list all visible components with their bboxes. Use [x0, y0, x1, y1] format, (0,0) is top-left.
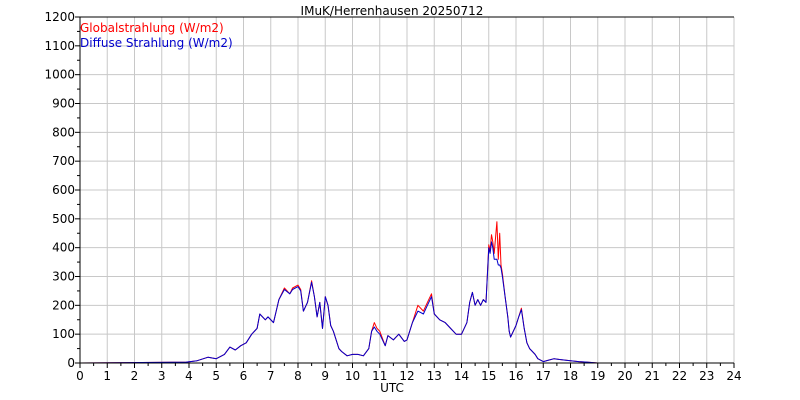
x-tick-label: 14 [454, 369, 469, 383]
x-tick-label: 0 [76, 369, 84, 383]
y-tick-label: 1200 [44, 10, 75, 24]
x-tick-label: 21 [645, 369, 660, 383]
y-tick-label: 100 [52, 327, 75, 341]
grid [80, 16, 735, 363]
x-tick-label: 19 [590, 369, 605, 383]
x-tick-label: 6 [240, 369, 248, 383]
x-tick-label: 5 [212, 369, 220, 383]
x-tick-label: 2 [131, 369, 139, 383]
x-tick-label: 1 [103, 369, 111, 383]
x-tick-label: 4 [185, 369, 193, 383]
x-tick-label: 24 [726, 369, 741, 383]
chart-title: IMuK/Herrenhausen 20250712 [301, 4, 484, 18]
legend-entry-diffuse: Diffuse Strahlung (W/m2) [80, 36, 233, 50]
x-tick-label: 10 [345, 369, 360, 383]
x-tick-label: 8 [294, 369, 302, 383]
x-tick-label: 20 [617, 369, 632, 383]
y-tick-label: 700 [52, 154, 75, 168]
x-tick-label: 23 [699, 369, 714, 383]
x-tick-label: 17 [536, 369, 551, 383]
series-line-0 [79, 221, 734, 364]
x-tick-label: 9 [321, 369, 329, 383]
y-tick-label: 600 [52, 183, 75, 197]
y-tick-label: 0 [67, 356, 75, 370]
x-tick-label: 15 [481, 369, 496, 383]
y-tick-label: 1100 [44, 39, 75, 53]
y-tick-labels: 0 100 200 300 400 500 600 700 800 900 1000 1100 1200 [44, 10, 75, 370]
series-line-1 [79, 241, 734, 364]
axes [75, 16, 735, 368]
y-tick-label: 1000 [44, 68, 75, 82]
legend-entry-global: Globalstrahlung (W/m2) [80, 21, 224, 35]
y-tick-label: 500 [52, 212, 75, 226]
x-tick-label: 22 [672, 369, 687, 383]
y-tick-label: 800 [52, 125, 75, 139]
x-tick-label: 12 [399, 369, 414, 383]
x-tick-labels: 0 1 2 3 4 5 6 7 8 9 10 11 12 13 14 15 16 17 18 19 20 21 22 23 24 [76, 369, 741, 383]
y-tick-label: 400 [52, 241, 75, 255]
x-tick-label: 16 [508, 369, 523, 383]
x-tick-label: 3 [158, 369, 166, 383]
x-tick-label: 7 [267, 369, 275, 383]
x-tick-label: 13 [427, 369, 442, 383]
x-tick-label: 18 [563, 369, 578, 383]
x-tick-label: 11 [372, 369, 387, 383]
series-lines [79, 221, 734, 364]
y-tick-label: 900 [52, 97, 75, 111]
y-tick-label: 200 [52, 298, 75, 312]
y-tick-label: 300 [52, 270, 75, 284]
x-axis-label: UTC [380, 381, 404, 395]
